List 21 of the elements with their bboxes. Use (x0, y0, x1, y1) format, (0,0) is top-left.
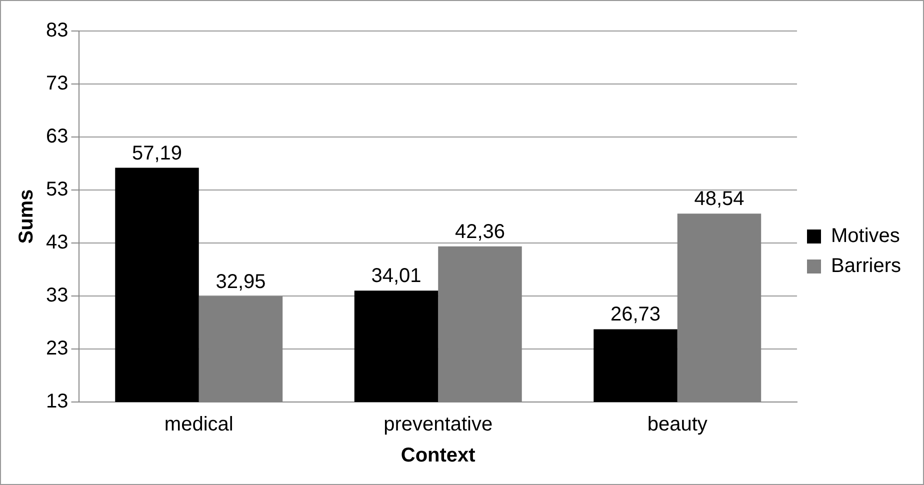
y-axis-title: Sums (16, 189, 38, 244)
data-label: 26,73 (610, 304, 661, 326)
x-tick-label: beauty (647, 414, 708, 436)
legend-label: Barriers (830, 255, 902, 278)
y-tick-label: 43 (46, 232, 68, 254)
y-tick-label: 23 (46, 338, 68, 360)
data-label: 48,54 (694, 188, 744, 210)
y-tick-label: 53 (46, 178, 68, 201)
y-tick-label: 13 (46, 390, 68, 413)
legend-label: Motives (830, 225, 900, 248)
y-tick-label: 33 (46, 284, 68, 307)
data-label: 57,19 (132, 142, 182, 164)
data-label: 32,95 (216, 270, 266, 293)
x-tick-label: preventative (384, 414, 493, 436)
y-tick-label: 63 (46, 126, 68, 148)
y-tick-label: 73 (46, 72, 68, 95)
y-tick-label: 83 (46, 20, 68, 42)
x-tick-label: medical (164, 414, 234, 436)
data-label: 42,36 (454, 220, 506, 243)
data-label: 34,01 (371, 265, 422, 288)
x-axis-title: Context (400, 444, 476, 467)
